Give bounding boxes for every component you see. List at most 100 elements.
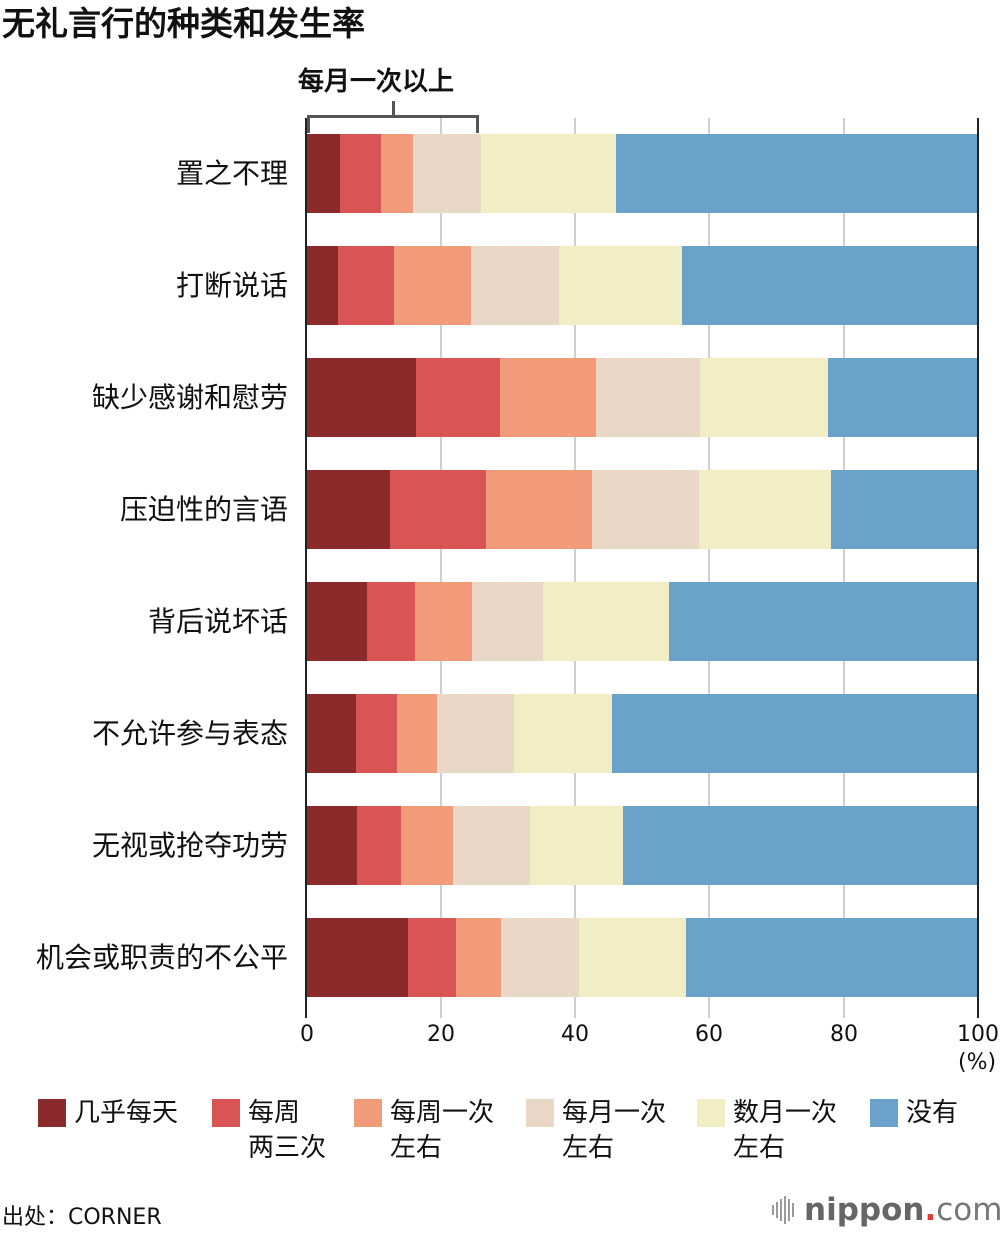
bar-segment [307,470,391,549]
bar-row [307,806,978,885]
bar-segment [668,582,978,661]
legend-swatch [212,1099,240,1127]
row-label: 缺少感谢和慰劳 [91,381,288,414]
legend-swatch [697,1099,725,1127]
x-tick-0: 0 [300,1022,314,1047]
bar-segment [337,246,395,325]
bar-segment [366,582,416,661]
bar-segment [380,134,413,213]
bar-segment [827,358,978,437]
bar-segment [307,694,356,773]
bracket-stem [392,101,395,117]
logo-tld: com [936,1192,1000,1228]
right-boundary-line [977,118,979,1018]
bar-segment [559,246,683,325]
legend-label-line1: 数月一次 [733,1098,838,1128]
bar-segment [307,358,416,437]
legend-item: 没有 [870,1096,958,1131]
bar-segment [698,470,832,549]
bracket [307,115,479,133]
bar-segment [596,358,701,437]
row-label: 背后说坏话 [147,605,288,638]
bar-segment [355,694,397,773]
bar-row [307,582,978,661]
bar-segment [408,918,456,997]
bar-segment [500,358,597,437]
x-tick-100: 100 [957,1022,999,1047]
bar-segment [390,470,487,549]
bar-segment [831,470,978,549]
bar-segment [612,694,978,773]
legend-label-line2: 左右 [390,1133,443,1163]
bar-segment [307,246,338,325]
legend-label: 几乎每天 [74,1096,178,1131]
bar-segment [400,806,454,885]
bar-segment [529,806,623,885]
bar-segment [543,582,669,661]
bar-segment [686,918,978,997]
bar-segment [307,134,340,213]
gridline-80 [843,118,845,1018]
bar-segment [500,918,579,997]
legend-label-line1: 每周一次 [390,1098,495,1128]
bar-segment [339,134,381,213]
legend-label-line1: 几乎每天 [74,1098,179,1128]
legend-item: 每月一次 左右 [526,1096,666,1166]
row-label: 无视或抢夺功劳 [91,829,288,862]
legend-item: 数月一次 左右 [697,1096,837,1166]
gridline-20 [440,118,442,1018]
row-label: 置之不理 [175,157,288,190]
bar-segment [682,246,978,325]
legend-item: 几乎每天 [38,1096,178,1131]
legend-swatch [38,1099,66,1127]
row-label: 不允许参与表态 [91,717,288,750]
legend-swatch [354,1099,382,1127]
bar-segment [700,358,828,437]
row-label: 机会或职责的不公平 [35,941,288,974]
bar-segment [453,806,530,885]
legend-item: 每周 两三次 [212,1096,326,1166]
x-tick-40: 40 [561,1022,589,1047]
legend-label-line1: 没有 [906,1098,959,1128]
legend-label-line2: 两三次 [248,1133,327,1163]
bar-segment [415,582,473,661]
chart-title: 无礼言行的种类和发生率 [2,4,365,43]
bar-segment [394,246,471,325]
source-note: 出处：CORNER [2,1205,162,1230]
bar-segment [486,470,593,549]
y-axis-line [305,118,307,1018]
plot-area [305,118,979,1018]
bar-segment [307,582,367,661]
bar-segment [470,246,560,325]
row-label: 打断说话 [175,269,288,302]
legend-label: 数月一次 左右 [733,1096,837,1166]
legend-label: 没有 [906,1096,958,1131]
bar-segment [578,918,687,997]
bar-row [307,918,978,997]
bar-segment [413,134,481,213]
bar-row [307,134,978,213]
bar-segment [480,134,617,213]
bar-segment [307,806,358,885]
nippon-logo: nippon. com [772,1192,1000,1228]
bracket-label: 每月一次以上 [298,67,455,97]
bar-segment [437,694,514,773]
legend-label: 每周 两三次 [248,1096,326,1166]
bar-segment [455,918,501,997]
bar-row [307,358,978,437]
x-tick-20: 20 [427,1022,455,1047]
bar-segment [592,470,699,549]
legend-label: 每周一次 左右 [390,1096,494,1166]
bar-segment [396,694,438,773]
x-tick-60: 60 [695,1022,723,1047]
gridline-40 [574,118,576,1018]
x-axis-unit: (%) [958,1050,997,1075]
soundwave-icon [772,1196,796,1224]
x-tick-80: 80 [830,1022,858,1047]
bar-row [307,694,978,773]
logo-dot: . [924,1192,937,1228]
bar-segment [623,806,978,885]
bar-segment [357,806,401,885]
legend-label-line2: 左右 [733,1133,786,1163]
row-label: 压迫性的言语 [119,493,288,526]
